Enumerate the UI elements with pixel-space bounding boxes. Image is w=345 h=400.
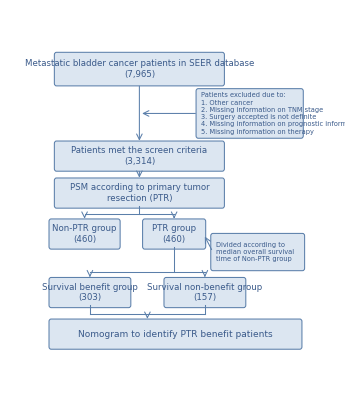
FancyBboxPatch shape (164, 278, 246, 308)
Text: PSM according to primary tumor
resection (PTR): PSM according to primary tumor resection… (70, 183, 209, 203)
Text: Metastatic bladder cancer patients in SEER database
(7,965): Metastatic bladder cancer patients in SE… (25, 59, 254, 79)
FancyBboxPatch shape (55, 141, 224, 171)
FancyBboxPatch shape (196, 89, 303, 138)
Text: Nomogram to identify PTR benefit patients: Nomogram to identify PTR benefit patient… (78, 330, 273, 339)
Text: Non-PTR group
(460): Non-PTR group (460) (52, 224, 117, 244)
FancyBboxPatch shape (49, 319, 302, 349)
Text: Patients met the screen criteria
(3,314): Patients met the screen criteria (3,314) (71, 146, 207, 166)
FancyBboxPatch shape (49, 219, 120, 249)
FancyBboxPatch shape (49, 278, 131, 308)
FancyBboxPatch shape (211, 234, 305, 271)
Text: Divided according to
median overall survival
time of Non-PTR group: Divided according to median overall surv… (216, 242, 294, 262)
Text: Survival benefit group
(303): Survival benefit group (303) (42, 283, 138, 302)
Text: Survival non-benefit group
(157): Survival non-benefit group (157) (147, 283, 263, 302)
Text: PTR group
(460): PTR group (460) (152, 224, 196, 244)
Text: Patients excluded due to:
1. Other cancer
2. Missing information on TNM stage
3.: Patients excluded due to: 1. Other cance… (201, 92, 345, 134)
FancyBboxPatch shape (55, 52, 224, 86)
FancyBboxPatch shape (55, 178, 224, 208)
FancyBboxPatch shape (142, 219, 206, 249)
